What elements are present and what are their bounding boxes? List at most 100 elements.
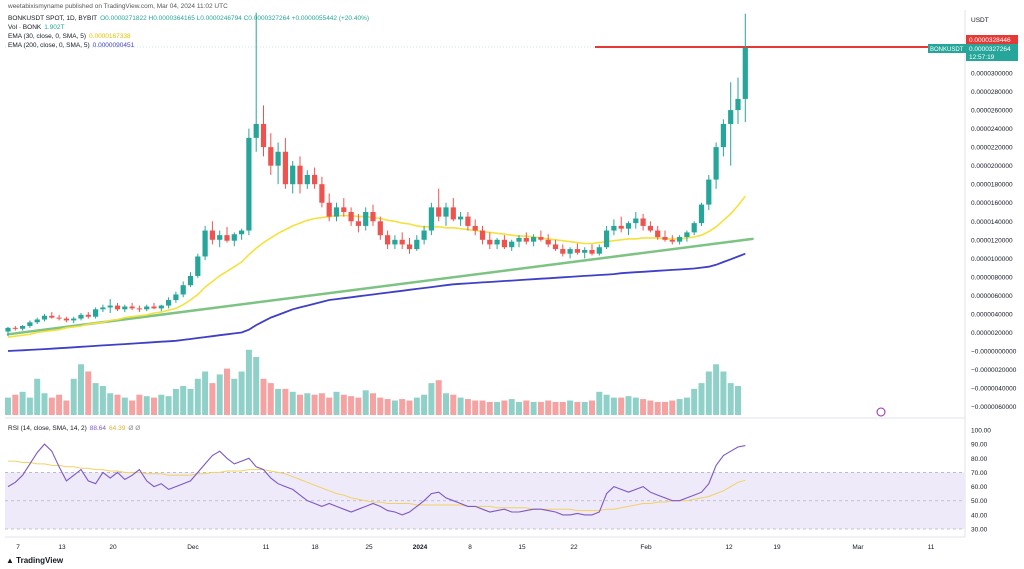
- candle-body: [12, 327, 18, 329]
- candle-body: [195, 256, 201, 276]
- candle-body: [487, 239, 493, 245]
- candle-body: [399, 239, 405, 245]
- candle-body: [370, 212, 376, 222]
- candle-body: [209, 230, 215, 240]
- time-tick-label: 20: [109, 544, 117, 551]
- candle-body: [698, 204, 705, 224]
- rsi-pane: [5, 443, 965, 530]
- candle-body: [677, 237, 683, 242]
- volume-bar: [180, 386, 187, 415]
- volume-bar: [472, 400, 479, 415]
- candle-body: [173, 294, 179, 301]
- volume-bar: [318, 393, 325, 415]
- volume-bar: [362, 390, 369, 415]
- candle-body: [239, 230, 245, 235]
- rsi-tick-label: 60.00: [971, 484, 988, 491]
- price-axis-currency: USDT: [971, 17, 989, 24]
- candle-body: [56, 317, 62, 319]
- price-tick-label: 0.0000080000: [971, 274, 1013, 281]
- legend-ema30[interactable]: EMA (30, close, 0, SMA, 5): [8, 33, 87, 40]
- volume-bar: [99, 386, 106, 415]
- volume-bar: [224, 368, 230, 415]
- volume-bar: [567, 400, 574, 415]
- volume-bar: [501, 400, 508, 415]
- candle-body: [742, 47, 748, 99]
- volume-bar: [377, 397, 384, 415]
- candle-body: [63, 318, 69, 321]
- candle-body: [326, 202, 332, 217]
- volume-bar: [618, 397, 625, 415]
- legend-ema200[interactable]: EMA (200, close, 0, SMA, 5): [8, 42, 90, 49]
- time-tick-label: 11: [263, 544, 270, 551]
- volume-bar: [202, 371, 209, 415]
- candle-body: [720, 123, 726, 148]
- price-tick-label: 0.0000100000: [971, 256, 1013, 263]
- volume-bar: [523, 400, 530, 415]
- volume-bar: [625, 396, 632, 415]
- legend-ema200-row: EMA (200, close, 0, SMA, 5) 0.0000090451: [8, 42, 137, 50]
- volume-bar: [581, 401, 588, 415]
- volume-bar: [596, 391, 603, 415]
- volume-bar: [19, 391, 26, 415]
- candle-body: [713, 147, 719, 180]
- volume-bars: [5, 349, 741, 415]
- volume-bar: [457, 397, 464, 415]
- time-tick-label: 7: [16, 544, 20, 551]
- volume-bar: [654, 401, 661, 415]
- tradingview-logo[interactable]: ▲ TradingView: [6, 556, 63, 565]
- candle-body: [494, 239, 500, 245]
- candle-body: [640, 218, 646, 226]
- candle-body: [706, 179, 712, 205]
- candle-body: [202, 230, 208, 257]
- candle-body: [582, 249, 588, 253]
- volume-bar: [735, 386, 741, 415]
- volume-bar: [727, 383, 734, 415]
- volume-bar: [121, 397, 128, 415]
- time-tick-label: 2024: [413, 544, 428, 551]
- volume-bar: [92, 383, 99, 415]
- price-tick-label: 0.0000300000: [971, 71, 1013, 78]
- candle-body: [20, 325, 26, 329]
- volume-bar: [289, 391, 296, 415]
- time-tick-label: 18: [311, 544, 319, 551]
- volume-bar: [136, 394, 143, 415]
- last-price-tag: [966, 44, 1018, 61]
- volume-bar: [391, 400, 398, 415]
- candle-body: [604, 230, 610, 248]
- red-price-label: 0.0000328446: [969, 37, 1011, 44]
- candle-body: [618, 225, 624, 229]
- candle-body: [333, 207, 340, 217]
- volume-bar: [41, 393, 48, 415]
- volume-bar: [172, 388, 179, 415]
- candle-body: [107, 305, 113, 308]
- rsi-tick-label: 70.00: [971, 470, 988, 477]
- rsi-tick-label: 90.00: [971, 442, 988, 449]
- time-tick-label: Mar: [852, 544, 864, 551]
- legend-symbol[interactable]: BONKUSDT SPOT, 1D, BYBIT: [8, 15, 98, 22]
- candle-body: [129, 306, 135, 309]
- candle-body: [363, 212, 369, 226]
- volume-bar: [406, 400, 413, 415]
- legend-rsi[interactable]: RSI (14, close, SMA, 14, 2): [8, 425, 87, 432]
- ema30-line: [7, 195, 746, 338]
- time-tick-label: Feb: [640, 544, 652, 551]
- legend-volume[interactable]: Vol · BONK: [8, 24, 42, 31]
- price-tick-label: −0.0000020000: [971, 367, 1017, 374]
- trendline: [6, 237, 754, 336]
- volume-bar: [720, 371, 727, 415]
- candle-body: [655, 230, 661, 238]
- volume-bar: [282, 388, 289, 415]
- volume-bar: [435, 380, 442, 415]
- candle-body: [669, 239, 675, 242]
- candle-body: [574, 249, 580, 253]
- candle-body: [100, 307, 106, 310]
- candle-body: [684, 232, 690, 238]
- volume-bar: [691, 388, 698, 415]
- candle-body: [531, 237, 537, 242]
- price-tick-label: 0.0000040000: [971, 311, 1013, 318]
- volume-bar: [676, 399, 683, 415]
- time-tick-label: 11: [928, 544, 935, 551]
- attribution: weetabixismyname published on TradingVie…: [8, 3, 228, 10]
- price-tick-label: −0.0000000000: [971, 349, 1017, 356]
- volume-bar: [355, 397, 362, 415]
